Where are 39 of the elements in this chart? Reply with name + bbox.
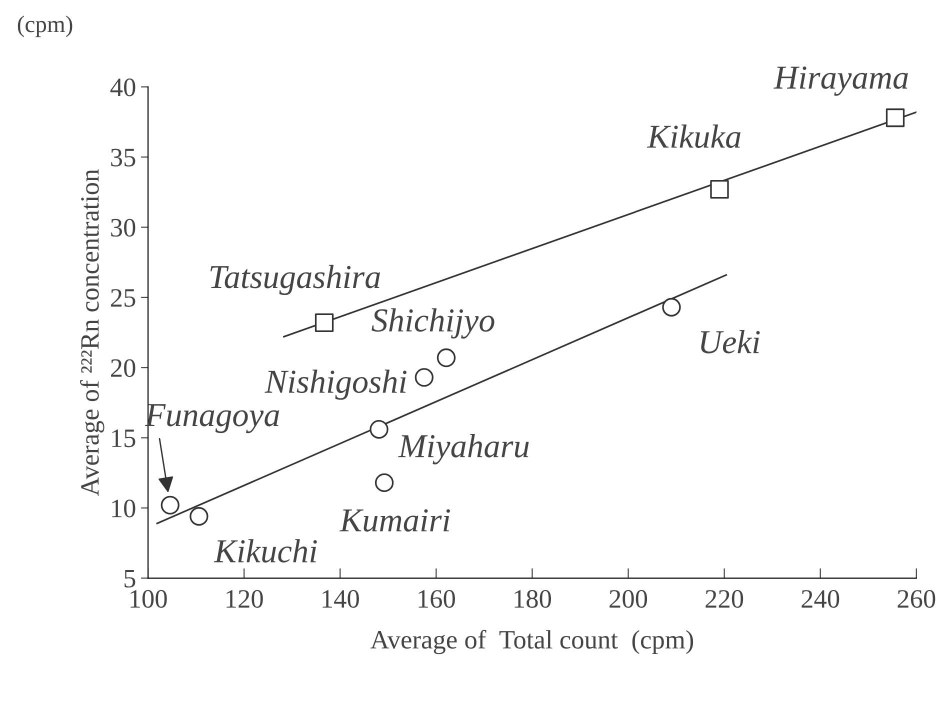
point <box>662 298 681 317</box>
y-tick-label: 40 <box>110 78 136 96</box>
annotation: Hirayama <box>774 66 908 96</box>
point <box>886 108 905 128</box>
x-tick-label: 220 <box>706 590 744 608</box>
y-tick-label: 20 <box>111 359 136 378</box>
annotation: Nishigoshi <box>264 370 406 400</box>
x-tick-label: 120 <box>226 590 263 608</box>
point <box>414 368 434 387</box>
x-tick-label: 200 <box>610 590 648 608</box>
y-tick-label: 35 <box>111 148 136 166</box>
point <box>374 473 394 492</box>
annotation: Tatsugashira <box>210 264 380 296</box>
annotation: Miyaharu <box>398 434 529 464</box>
annotation: Shichijyo <box>372 308 494 339</box>
y-tick-label: 30 <box>111 218 136 237</box>
x-tick-label: 140 <box>322 590 359 608</box>
annotation: Ueki <box>700 330 760 354</box>
x-tick-label: 240 <box>802 590 840 608</box>
y-tick-label: 5 <box>124 570 136 588</box>
y-tick-label: 15 <box>112 430 136 448</box>
x-axis-title: Average of Total count (cpm) <box>370 630 694 654</box>
point <box>370 420 388 439</box>
point <box>710 180 729 199</box>
x-tick-label: 100 <box>130 590 167 608</box>
y-axis-title: Average of ²²²Rn concentration <box>80 169 104 496</box>
y-tick-label: 25 <box>111 289 136 307</box>
x-tick-label: 180 <box>514 590 551 608</box>
annotation: Kikuka <box>646 124 740 148</box>
y-tick-label: 10 <box>112 500 136 518</box>
point <box>314 313 334 332</box>
annotation: Kumairi <box>339 509 450 532</box>
point <box>436 348 456 368</box>
x-tick-label: 260 <box>898 590 936 608</box>
point <box>190 507 208 526</box>
point <box>160 496 180 514</box>
annotation: Kikuchi <box>214 539 317 563</box>
text: (cpm) <box>18 16 72 38</box>
x-tick-label: 160 <box>418 590 455 608</box>
